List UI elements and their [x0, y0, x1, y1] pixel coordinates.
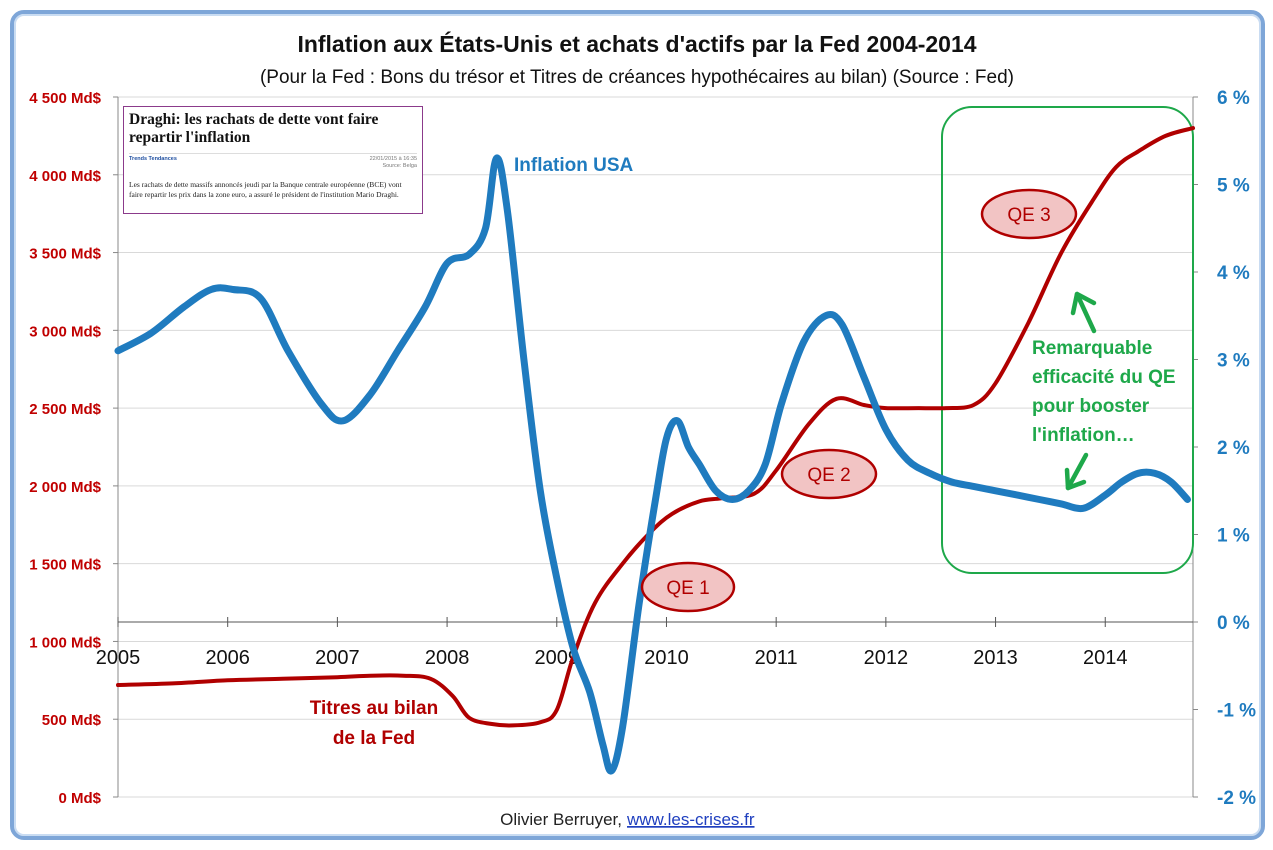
y-left-tick-label: 1 500 Md$	[29, 557, 101, 574]
x-tick-label: 2006	[205, 647, 250, 669]
y-right-tick-label: -2 %	[1217, 788, 1256, 809]
fed-balance-line	[116, 126, 1195, 728]
qe3-highlight-box	[941, 106, 1194, 574]
news-body: Les rachats de dette massifs annoncés je…	[129, 180, 402, 199]
remark-line-1: Remarquable	[1032, 338, 1152, 359]
x-tick-label: 2005	[96, 647, 141, 669]
x-tick-label: 2009	[535, 647, 580, 669]
credit-author: Olivier Berruyer,	[500, 810, 622, 829]
inflation-line	[114, 154, 1191, 775]
qe2-bubble	[780, 448, 878, 500]
y-right-tick-label: -1 %	[1217, 701, 1256, 722]
y-right-tick-label: 2 %	[1217, 438, 1250, 459]
y-left-tick-label: 1 000 Md$	[29, 634, 101, 651]
y-left-tick-label: 4 500 Md$	[29, 90, 101, 107]
y-left-tick-label: 0 Md$	[58, 790, 101, 807]
remark-line-2: efficacité du QE	[1032, 367, 1176, 388]
arrow-up-icon	[1070, 291, 1097, 334]
qe1-bubble	[640, 561, 736, 613]
y-right-tick-label: 5 %	[1217, 176, 1250, 197]
inflation-series-label: Inflation USA	[514, 155, 634, 176]
y-right-ticks: -2 % -1 % 0 % 1 % 2 % 3 % 4 % 5 % 6 %	[1193, 88, 1256, 809]
fed-series-label-line2: de la Fed	[333, 728, 415, 749]
x-ticks: 2005 2006 2007 2008 2009 2010 2011 2012 2013 2014	[96, 617, 1128, 669]
news-title: Draghi: les rachats de dette vont faire …	[129, 111, 379, 146]
y-right-tick-label: 3 %	[1217, 351, 1250, 372]
chart-subtitle: (Pour la Fed : Bons du trésor et Titres …	[260, 67, 1014, 88]
x-tick-label: 2012	[864, 647, 909, 669]
news-date-block: 22/01/2015 à 16:35 Source: Belga	[370, 156, 417, 174]
y-left-tick-label: 500 Md$	[42, 712, 102, 729]
chart-title: Inflation aux États-Unis et achats d'act…	[297, 30, 976, 57]
y-right-tick-label: 4 %	[1217, 263, 1250, 284]
qe3-label: QE 3	[1007, 205, 1050, 226]
x-tick-label: 2011	[755, 647, 798, 669]
news-date-source: Source: Belga	[382, 163, 417, 169]
x-tick-label: 2008	[425, 647, 470, 669]
y-left-ticks: 0 Md$ 500 Md$ 1 000 Md$ 1 500 Md$ 2 000 Md$ 2…	[29, 90, 118, 807]
x-tick-label: 2007	[315, 647, 360, 669]
remark-line-4: l'inflation…	[1032, 425, 1135, 446]
y-right-tick-label: 6 %	[1217, 88, 1250, 109]
y-left-tick-label: 3 000 Md$	[29, 323, 101, 340]
y-left-tick-label: 2 500 Md$	[29, 401, 101, 418]
y-right-tick-label: 0 %	[1217, 613, 1250, 634]
x-tick-label: 2014	[1083, 647, 1128, 669]
qe3-bubble	[980, 188, 1078, 240]
news-clipping: Draghi: les rachats de dette vont faire …	[123, 106, 423, 214]
y-left-tick-label: 3 500 Md$	[29, 246, 101, 263]
series-lines	[114, 126, 1195, 775]
credit-link[interactable]: www.les-crises.fr	[626, 810, 755, 829]
qe1-label: QE 1	[666, 578, 709, 599]
y-left-tick-label: 2 000 Md$	[29, 479, 101, 496]
news-meta: Trends Tendances 22/01/2015 à 16:35 Sour…	[129, 153, 417, 174]
qe2-label: QE 2	[807, 465, 850, 486]
y-right-tick-label: 1 %	[1217, 526, 1250, 547]
news-date: 22/01/2015 à 16:35	[369, 156, 417, 162]
news-source: Trends Tendances	[129, 156, 177, 162]
fed-series-label-line1: Titres au bilan	[310, 698, 438, 719]
arrow-down-icon	[1064, 452, 1089, 491]
y-left-tick-label: 4 000 Md$	[29, 168, 101, 185]
remark-line-3: pour booster	[1032, 396, 1150, 417]
x-tick-label: 2010	[644, 647, 689, 669]
x-tick-label: 2013	[973, 647, 1018, 669]
